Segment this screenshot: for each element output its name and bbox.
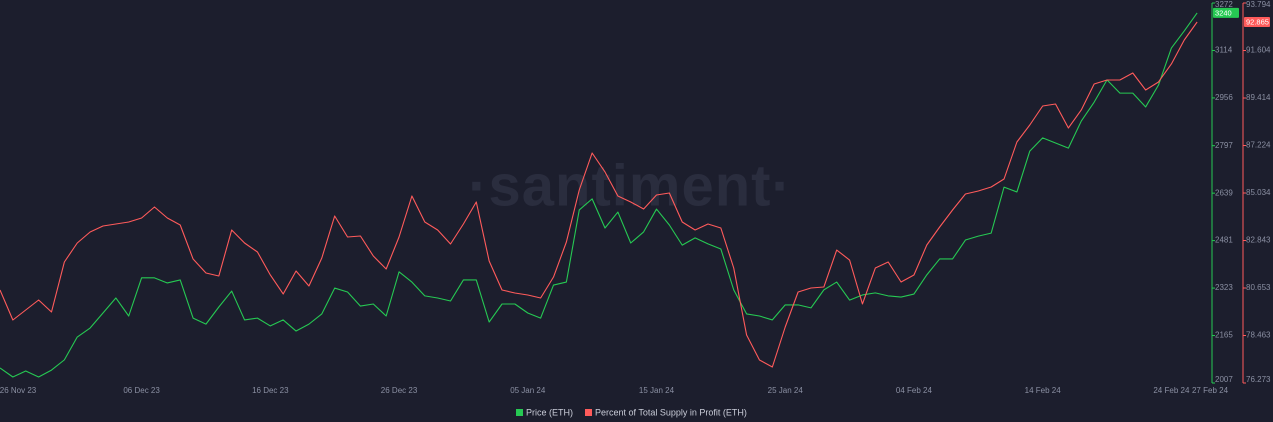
y-tick-label: 2797 [1215, 141, 1233, 150]
series-line [0, 12, 1198, 378]
y2-tick-label: 89.414 [1246, 93, 1271, 102]
y-tick-label: 2956 [1215, 93, 1233, 102]
x-tick-label: 26 Nov 23 [0, 386, 37, 395]
x-tick-label: 04 Feb 24 [896, 386, 933, 395]
value-badge-label: 3240 [1215, 8, 1232, 17]
watermark: ·santiment· [468, 153, 792, 218]
x-tick-label: 15 Jan 24 [639, 386, 675, 395]
legend-swatch [516, 409, 523, 416]
y2-tick-label: 91.604 [1246, 46, 1271, 55]
y2-tick-label: 78.463 [1246, 331, 1271, 340]
y-tick-label: 2007 [1215, 375, 1233, 384]
y2-tick-label: 76.273 [1246, 375, 1271, 384]
y-tick-label: 2481 [1215, 236, 1233, 245]
x-tick-label: 25 Jan 24 [768, 386, 804, 395]
y2-tick-label: 85.034 [1246, 188, 1271, 197]
series-line [0, 21, 1198, 368]
y2-tick-label: 82.843 [1246, 236, 1271, 245]
legend-label: Price (ETH) [526, 407, 573, 417]
legend-label: Percent of Total Supply in Profit (ETH) [595, 407, 747, 417]
y2-tick-label: 93.794 [1246, 0, 1271, 9]
x-tick-label: 26 Dec 23 [381, 386, 418, 395]
y2-tick-label: 87.224 [1246, 141, 1271, 150]
x-tick-label: 24 Feb 24 [1153, 386, 1190, 395]
x-tick-label: 05 Jan 24 [510, 386, 546, 395]
x-tick-label: 14 Feb 24 [1025, 386, 1062, 395]
y-tick-label: 3114 [1215, 46, 1233, 55]
y-tick-label: 2639 [1215, 188, 1233, 197]
x-tick-label: 06 Dec 23 [123, 386, 160, 395]
value-badge [1244, 16, 1270, 27]
x-tick-label: 16 Dec 23 [252, 386, 289, 395]
y-tick-label: 2323 [1215, 283, 1233, 292]
value-badge [1213, 7, 1239, 18]
y2-tick-label: 80.653 [1246, 283, 1271, 292]
y-tick-label: 2165 [1215, 331, 1233, 340]
legend-swatch [585, 409, 592, 416]
y-tick-label: 3272 [1215, 0, 1233, 9]
x-tick-label: 27 Feb 24 [1192, 386, 1229, 395]
value-badge-label: 92.865 [1246, 17, 1269, 26]
